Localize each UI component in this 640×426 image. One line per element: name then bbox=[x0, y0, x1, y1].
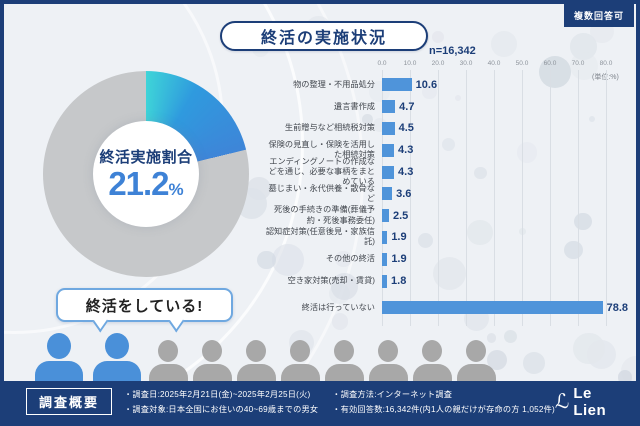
bar-category-label: 死後の手続きの準備(葬儀予約・死後事務委任) bbox=[274, 205, 375, 225]
person-head bbox=[105, 333, 129, 359]
donut-chart: 終活実施割合 21.2% bbox=[43, 71, 249, 277]
bar-value-label: 10.6 bbox=[415, 78, 438, 91]
person-head bbox=[158, 340, 178, 362]
x-axis-tick: 0.0 bbox=[377, 60, 387, 67]
survey-detail-line: ・有効回答数:16,342件(内1人の親だけが存命の方 1,052件) bbox=[332, 405, 555, 414]
survey-details-right: ・調査方法:インターネット調査・有効回答数:16,342件(内1人の親だけが存命… bbox=[332, 388, 555, 415]
bar-row: その他の終活 1.9 bbox=[262, 248, 628, 270]
survey-detail-line: ・調査日:2025年2月21日(金)~2025年2月25日(火) bbox=[124, 390, 311, 399]
x-axis-tick: 30.0 bbox=[459, 60, 473, 67]
bar bbox=[382, 252, 388, 266]
person-head bbox=[246, 340, 266, 362]
bar-value-label: 2.5 bbox=[393, 209, 409, 222]
gridline bbox=[606, 70, 607, 326]
gridline bbox=[522, 70, 523, 326]
bar-category-label: その他の終活 bbox=[325, 254, 375, 264]
donut-value: 21.2% bbox=[108, 165, 184, 203]
bar-category-label: 終活は行っていない bbox=[301, 302, 375, 312]
donut-label: 終活実施割合 bbox=[99, 149, 193, 167]
person-icon bbox=[146, 340, 190, 389]
speech-bubble-text: 終活をしている! bbox=[85, 297, 204, 315]
bar-row: 物の整理・不用品処分 10.6 bbox=[262, 74, 628, 96]
gridline bbox=[550, 70, 551, 326]
survey-detail-line: ・調査対象:日本全国にお住いの40~69歳までの男女 bbox=[124, 405, 319, 414]
bar-category-label: エンディングノートの作成などを通じ、必要な事柄をまとめている bbox=[268, 156, 375, 187]
x-axis-tick: 40.0 bbox=[487, 60, 501, 67]
bar-row: 遺言書作成 4.7 bbox=[262, 96, 628, 118]
person-head bbox=[422, 340, 442, 362]
person-head bbox=[334, 340, 354, 362]
gridline bbox=[466, 70, 467, 326]
survey-overview-label: 調査概要 bbox=[26, 388, 113, 415]
bar bbox=[382, 209, 389, 223]
bar bbox=[382, 165, 395, 179]
sample-size-label: n=16,342 bbox=[429, 45, 476, 57]
donut-percent-sign: % bbox=[168, 180, 184, 200]
bar-category-label: 生前贈与など相続税対策 bbox=[284, 123, 375, 133]
x-axis-tick: 60.0 bbox=[543, 60, 557, 67]
donut-center: 終活実施割合 21.2% bbox=[93, 121, 199, 227]
x-axis: 0.0 10.0 20.0 30.0 40.0 50.0 60.0 70.0 80.0 bbox=[377, 60, 612, 70]
bar bbox=[382, 230, 388, 244]
gridline bbox=[438, 70, 439, 326]
bar bbox=[382, 121, 395, 135]
gridline bbox=[578, 70, 579, 326]
bar-value-label: 1.8 bbox=[391, 275, 407, 288]
bar bbox=[382, 274, 388, 288]
bar-category-label: 認知症対策(任意後見・家族信託) bbox=[265, 227, 375, 247]
x-axis-tick: 10.0 bbox=[403, 60, 417, 67]
person-head bbox=[466, 340, 486, 362]
survey-overview-footer: 調査概要 ・調査日:2025年2月21日(金)~2025年2月25日(火) ・調査… bbox=[4, 381, 636, 422]
bar-category-label: 保険の見直し・保険を活用した相続対策 bbox=[268, 140, 375, 160]
unit-note: (単位:%) bbox=[592, 72, 619, 82]
x-axis-tick: 70.0 bbox=[571, 60, 585, 67]
bar bbox=[382, 100, 396, 114]
lelien-logo: ℒ Le Lien bbox=[555, 385, 626, 419]
bar-value-label: 1.9 bbox=[391, 253, 407, 266]
bar-category-label: 墓じまい・永代供養・散骨など bbox=[268, 183, 375, 203]
bar-row: 空き家対策(売却・賃貸) 1.8 bbox=[262, 270, 628, 292]
x-axis-tick: 20.0 bbox=[431, 60, 445, 67]
lelien-logo-icon: ℒ bbox=[554, 390, 570, 413]
speech-bubble: 終活をしている! bbox=[56, 288, 233, 333]
person-head bbox=[290, 340, 310, 362]
bar-value-label: 1.9 bbox=[391, 231, 407, 244]
lelien-logo-text: Le Lien bbox=[573, 384, 607, 419]
donut-value-number: 21.2 bbox=[108, 165, 169, 203]
bar-value-label: 3.6 bbox=[396, 187, 412, 200]
bar-value-label: 4.5 bbox=[398, 122, 414, 135]
person-head bbox=[202, 340, 222, 362]
bar-row: 墓じまい・永代供養・散骨など 3.6 bbox=[262, 183, 628, 205]
bar-row: 生前贈与など相続税対策 4.5 bbox=[262, 118, 628, 140]
bar-value-label: 4.3 bbox=[398, 144, 414, 157]
survey-detail-line: ・調査方法:インターネット調査 bbox=[332, 390, 453, 399]
bar-row: 死後の手続きの準備(葬儀予約・死後事務委任) 2.5 bbox=[262, 205, 628, 227]
survey-details-left: ・調査日:2025年2月21日(金)~2025年2月25日(火) ・調査対象:日本… bbox=[124, 388, 318, 415]
bar-category-label: 物の整理・不用品処分 bbox=[293, 79, 375, 89]
bar-category-label: 空き家対策(売却・賃貸) bbox=[287, 275, 375, 285]
person-head bbox=[378, 340, 398, 362]
bar-row: 認知症対策(任意後見・家族信託) 1.9 bbox=[262, 227, 628, 249]
multiple-answers-badge: 複数回答可 bbox=[563, 4, 634, 27]
bar-chart: 0.0 10.0 20.0 30.0 40.0 50.0 60.0 70.0 80.0 (単位:… bbox=[262, 56, 628, 332]
gridline bbox=[410, 70, 411, 326]
bar bbox=[382, 78, 412, 92]
bar bbox=[382, 187, 393, 201]
bar-row: エンディングノートの作成などを通じ、必要な事柄をまとめている 4.3 bbox=[262, 157, 628, 187]
person-head bbox=[47, 333, 71, 359]
bar bbox=[381, 301, 603, 315]
page-title-text: 終活の実施状況 bbox=[260, 30, 387, 47]
page-title: 終活の実施状況 bbox=[220, 21, 428, 51]
bar-value-label: 4.3 bbox=[398, 166, 414, 179]
x-axis-tick: 80.0 bbox=[599, 60, 613, 67]
gridline bbox=[494, 70, 495, 326]
bar-value-label: 78.8 bbox=[606, 301, 628, 314]
bar-row: 終活は行っていない 78.8 bbox=[262, 297, 628, 319]
bar bbox=[382, 143, 395, 157]
x-axis-tick: 50.0 bbox=[515, 60, 529, 67]
bar-value-label: 4.7 bbox=[399, 100, 415, 113]
bar-category-label: 遺言書作成 bbox=[334, 101, 375, 111]
bar-row: 保険の見直し・保険を活用した相続対策 4.3 bbox=[262, 139, 628, 161]
